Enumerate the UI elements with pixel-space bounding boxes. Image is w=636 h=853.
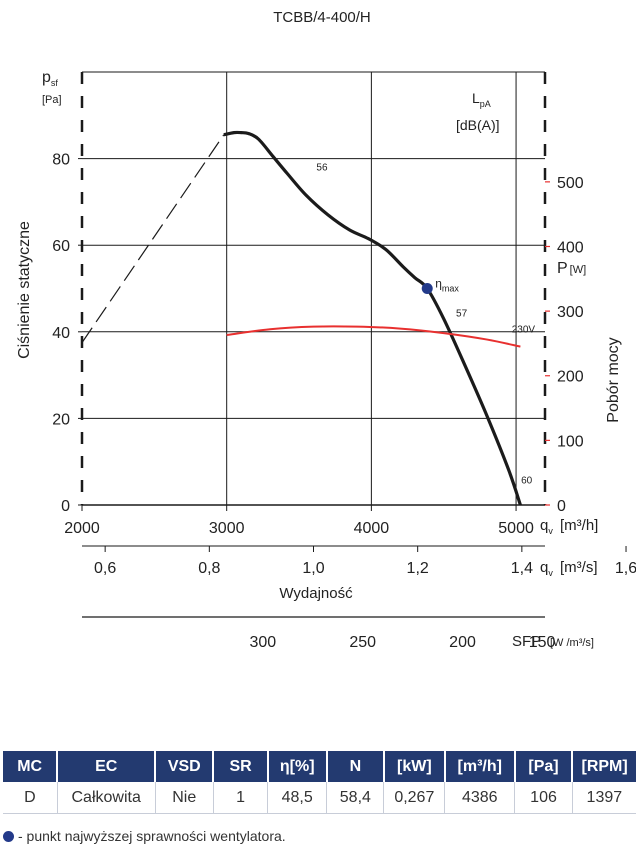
x-axis-title: Wydajność	[279, 585, 353, 602]
x-axes: 2000 3000 4000 5000 qv [m³/h] 0,6 0,8 1,0 1,2 1,4 1…	[64, 505, 636, 651]
x2-tick-label-0: 0,6	[94, 560, 116, 577]
labels: ηmax 56 57 60 230V	[316, 163, 535, 487]
qv-symbol-h: qv	[540, 517, 553, 536]
table-row: D Całkowita Nie 1 48,5 58,4 0,267 4386 106 1397	[3, 782, 636, 814]
annotation-1: 57	[456, 309, 468, 320]
specs-body: D Całkowita Nie 1 48,5 58,4 0,267 4386 106 1397	[3, 782, 636, 814]
table-header-cell: MC	[3, 751, 59, 782]
x2-tick-label-3: 1,2	[407, 560, 429, 577]
sfp-tick-label-2: 200	[449, 634, 476, 651]
sfp-tick-label-0: 300	[250, 634, 277, 651]
fan-performance-chart: TCBB/4-400/H 0 20 40 60 80 psf [Pa] Ciśnienie s…	[16, 9, 636, 651]
table-cell: 106	[514, 782, 573, 814]
table-cell: 0,267	[383, 782, 446, 814]
y-axis-symbol: psf	[42, 69, 58, 88]
footnote-text: - punkt najwyższej sprawności wentylator…	[18, 828, 286, 844]
power-tick-label-0: 0	[557, 498, 566, 515]
y-axis-title: Ciśnienie statyczne	[16, 221, 33, 359]
x2-tick-label-4: 1,4	[511, 560, 533, 577]
power-tick-label-5: 500	[557, 175, 584, 192]
qv-unit-h: [m³/h]	[560, 517, 598, 534]
table-cell: 58,4	[326, 782, 385, 814]
table-header-cell: SR	[213, 751, 269, 782]
x-tick-label-0: 2000	[64, 520, 100, 537]
table-header-cell: [Pa]	[514, 751, 574, 782]
annotation-0: 56	[316, 163, 328, 174]
sfp-label: SFP	[512, 633, 541, 650]
power-axis-title: Pobór mocy	[605, 337, 622, 422]
sfp-tick-label-3: 150	[529, 634, 556, 651]
left-axis: 0 20 40 60 80 psf [Pa] Ciśnienie statyczne	[16, 69, 82, 515]
sfp-unit: [W /m³/s]	[550, 637, 594, 649]
table-cell: 1397	[572, 782, 636, 814]
qv-symbol-s: qv	[540, 559, 553, 578]
series	[81, 130, 522, 506]
table-header-cell: η[%]	[267, 751, 328, 782]
lpa-unit: [dB(A)]	[456, 117, 500, 133]
table-header-cell: EC	[57, 751, 157, 782]
footnote: - punkt najwyższej sprawności wentylator…	[3, 828, 286, 844]
y-tick-label-0: 0	[61, 498, 70, 515]
chart-title: TCBB/4-400/H	[273, 9, 371, 26]
table-cell: Nie	[155, 782, 214, 814]
table-cell: D	[3, 782, 58, 814]
series-pressure	[223, 130, 522, 506]
sfp-tick-label-1: 250	[349, 634, 376, 651]
x-tick-label-2: 4000	[354, 520, 390, 537]
x2-tick-label-1: 0,8	[198, 560, 220, 577]
eta-max-label: ηmax	[435, 277, 459, 294]
x2-tick-label-5: 1,6	[615, 560, 636, 577]
power-tick-label-4: 400	[557, 239, 584, 256]
series-power	[226, 325, 521, 348]
table-header-cell: [kW]	[383, 751, 446, 782]
table-cell: 1	[213, 782, 269, 814]
right-axis: 0 100 200 300 400 500 P [W] Pobór mocy LpA [dB(A)]	[456, 90, 622, 515]
x2-tick-label-2: 1,0	[302, 560, 324, 577]
y-tick-label-1: 20	[52, 411, 70, 428]
power-tick-label-3: 300	[557, 304, 584, 321]
lpa-symbol: LpA	[472, 90, 491, 109]
grid	[82, 71, 545, 506]
y-axis-unit: [Pa]	[42, 94, 62, 106]
table-header-cell: N	[326, 751, 385, 782]
qv-unit-s: [m³/s]	[560, 559, 598, 576]
table-cell: 48,5	[267, 782, 328, 814]
x-tick-label-1: 3000	[209, 520, 245, 537]
specs-table: MC EC VSD SR η[%] N [kW] [m³/h] [Pa] [RPM] D Całko…	[3, 751, 636, 814]
annotation-3: 230V	[512, 324, 536, 335]
series-extrapolation	[81, 134, 225, 343]
eta-legend-dot	[3, 830, 14, 842]
y-tick-label-3: 60	[52, 238, 70, 255]
eta-max-point	[421, 283, 433, 294]
plot-frame-dashes	[80, 72, 547, 505]
power-unit: P [W]	[557, 260, 586, 277]
annotation-2: 60	[521, 475, 533, 486]
x-tick-label-3: 5000	[498, 520, 534, 537]
table-cell: Całkowita	[57, 782, 156, 814]
table-cell: 4386	[444, 782, 516, 814]
table-header-cell: [m³/h]	[444, 751, 516, 782]
table-header-cell: [RPM]	[572, 751, 636, 782]
table-header-cell: VSD	[155, 751, 215, 782]
y-tick-label-4: 80	[52, 152, 70, 169]
power-tick-label-1: 100	[557, 433, 584, 450]
specs-header-row: MC EC VSD SR η[%] N [kW] [m³/h] [Pa] [RPM]	[3, 751, 636, 782]
power-tick-label-2: 200	[557, 369, 584, 386]
y-tick-label-2: 40	[52, 325, 70, 342]
